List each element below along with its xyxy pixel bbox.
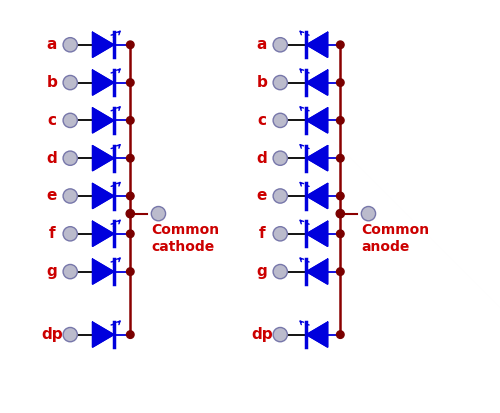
Circle shape (63, 264, 78, 279)
Text: d: d (46, 151, 57, 166)
Circle shape (273, 264, 287, 279)
Circle shape (273, 227, 287, 241)
Circle shape (126, 79, 134, 86)
Circle shape (273, 151, 287, 165)
Text: dp: dp (251, 327, 272, 342)
Circle shape (126, 268, 134, 275)
Circle shape (126, 230, 134, 237)
Polygon shape (306, 108, 328, 133)
Polygon shape (92, 221, 114, 247)
Polygon shape (306, 32, 328, 57)
Circle shape (273, 328, 287, 342)
Text: a: a (46, 37, 57, 52)
Text: dp: dp (41, 327, 62, 342)
Circle shape (336, 154, 344, 162)
Circle shape (336, 230, 344, 237)
Text: e: e (46, 188, 57, 204)
Polygon shape (306, 146, 328, 171)
Circle shape (336, 192, 344, 200)
Circle shape (152, 206, 166, 221)
Circle shape (336, 41, 344, 49)
Text: b: b (256, 75, 267, 90)
Circle shape (273, 38, 287, 52)
Circle shape (126, 154, 134, 162)
Text: Common
cathode: Common cathode (152, 223, 220, 254)
Circle shape (63, 189, 78, 203)
Circle shape (362, 206, 376, 221)
Text: g: g (256, 264, 267, 279)
Polygon shape (92, 32, 114, 57)
Text: a: a (256, 37, 267, 52)
Polygon shape (306, 183, 328, 209)
Text: d: d (256, 151, 267, 166)
Circle shape (336, 209, 344, 218)
Polygon shape (306, 322, 328, 347)
Circle shape (63, 151, 78, 165)
Polygon shape (92, 70, 114, 95)
Text: c: c (258, 113, 266, 128)
Circle shape (63, 227, 78, 241)
Circle shape (126, 331, 134, 338)
Polygon shape (92, 146, 114, 171)
Text: f: f (258, 226, 265, 241)
Polygon shape (306, 259, 328, 284)
Polygon shape (306, 70, 328, 95)
Polygon shape (92, 183, 114, 209)
Polygon shape (306, 221, 328, 247)
Circle shape (336, 116, 344, 124)
Circle shape (336, 268, 344, 275)
Circle shape (273, 189, 287, 203)
Circle shape (126, 209, 134, 218)
Circle shape (336, 331, 344, 338)
Text: g: g (46, 264, 57, 279)
Circle shape (63, 38, 78, 52)
Circle shape (63, 76, 78, 90)
Circle shape (63, 328, 78, 342)
Circle shape (126, 192, 134, 200)
Circle shape (126, 41, 134, 49)
Circle shape (273, 76, 287, 90)
Circle shape (336, 79, 344, 86)
Text: e: e (256, 188, 267, 204)
Polygon shape (92, 322, 114, 347)
Circle shape (63, 113, 78, 128)
Polygon shape (92, 108, 114, 133)
Text: c: c (47, 113, 56, 128)
Text: b: b (46, 75, 57, 90)
Text: Common
anode: Common anode (362, 223, 430, 254)
Text: f: f (48, 226, 55, 241)
Circle shape (126, 116, 134, 124)
Polygon shape (92, 259, 114, 284)
Circle shape (273, 113, 287, 128)
